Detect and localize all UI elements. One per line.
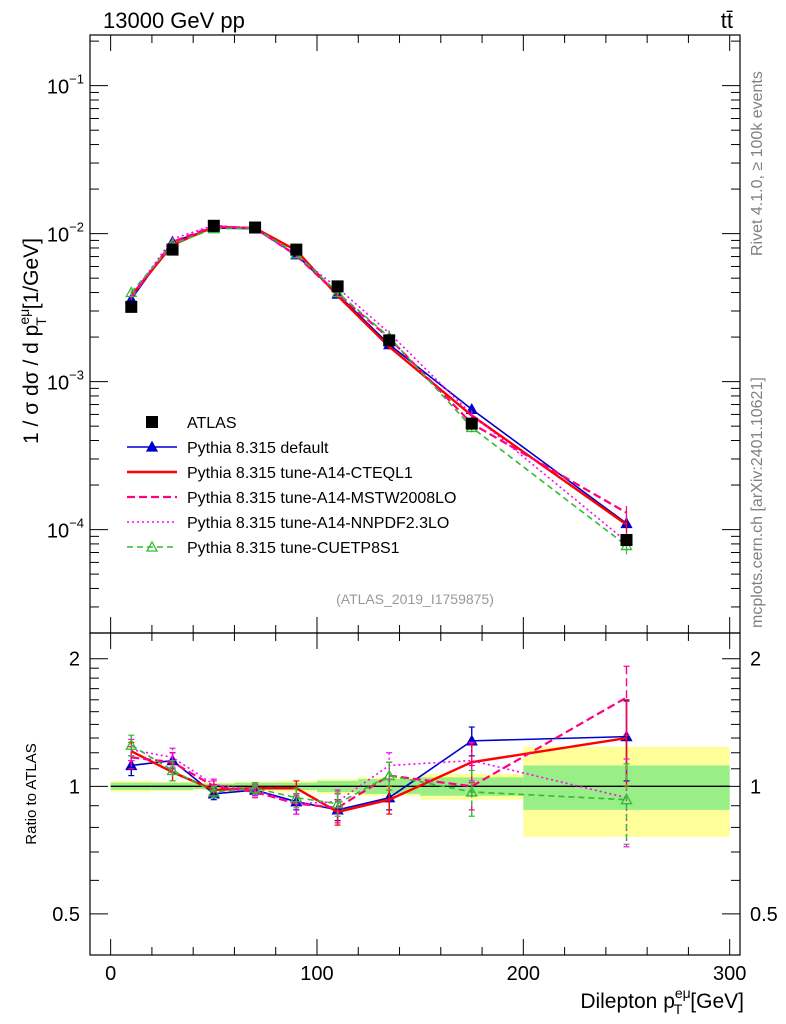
- data-point-marker: [207, 219, 220, 232]
- y-tick-label: 10−2: [47, 220, 84, 247]
- x-tick-label: 0: [105, 963, 116, 985]
- series-marker-main: [125, 286, 138, 298]
- legend-marker: [145, 540, 159, 552]
- analysis-label: (ATLAS_2019_I1759875): [336, 591, 494, 607]
- legend-label: Pythia 8.315 tune-A14-NNPDF2.3LO: [187, 515, 449, 532]
- svg-text:Dilepton peμT[GeV]: Dilepton peμ T [GeV]: [580, 985, 744, 1017]
- legend-entry: Pythia 8.315 tune-CUETP8S1: [127, 540, 400, 557]
- svg-text:1 / σ dσ / d peμT[1/GeV]: 1 / σ dσ / d peμT[1/GeV]: [16, 238, 49, 444]
- y-axis-title-ratio: Ratio to ATLAS: [23, 743, 40, 844]
- legend-entry: Pythia 8.315 tune-A14-MSTW2008LO: [127, 490, 456, 507]
- legend-entry: Pythia 8.315 default: [127, 440, 329, 457]
- x-tick-label: 100: [300, 963, 333, 985]
- legend-marker: [145, 440, 159, 452]
- series-marker-ratio: [465, 785, 478, 797]
- series-marker-ratio: [207, 785, 220, 797]
- series-marker-ratio: [125, 738, 138, 750]
- legend-label: ATLAS: [187, 415, 237, 432]
- series-marker-ratio: [383, 769, 396, 781]
- data-point-marker: [125, 300, 138, 313]
- data-point-marker: [383, 334, 396, 347]
- y-tick-label: 10−3: [47, 368, 84, 395]
- legend-data-marker: [146, 416, 158, 428]
- ratio-y-tick-label-left: 2: [69, 649, 80, 671]
- ratio-uncertainty-bands: [110, 746, 730, 837]
- legend: ATLAS Pythia 8.315 default Pythia 8.315 tu…: [127, 415, 456, 557]
- data-point-marker: [465, 417, 478, 430]
- legend-label: Pythia 8.315 default: [187, 440, 329, 457]
- process-label: tt̄: [721, 8, 733, 33]
- data-point-marker: [166, 243, 179, 256]
- data-point-marker: [620, 534, 633, 547]
- legend-label: Pythia 8.315 tune-A14-MSTW2008LO: [187, 490, 456, 507]
- y-axis-title-main: 1 / σ dσ / d peμT[1/GeV]: [16, 238, 49, 444]
- ratio-y-tick-label-left: 0.5: [52, 904, 80, 926]
- data-point-marker: [331, 280, 344, 293]
- series-marker-ratio: [331, 797, 344, 809]
- legend-label: Pythia 8.315 tune-A14-CTEQL1: [187, 465, 413, 482]
- series-line-main: [130, 227, 627, 547]
- x-axis-title: Dilepton peμ T [GeV]: [580, 985, 744, 1017]
- x-tick-label: 300: [713, 963, 746, 985]
- legend-entry: ATLAS: [146, 415, 237, 432]
- mcplots-source-label: mcplots.cern.ch [arXiv:2401.10621]: [749, 377, 766, 628]
- legend-entry: Pythia 8.315 tune-A14-NNPDF2.3LO: [127, 515, 449, 532]
- y-tick-label: 10−4: [47, 516, 84, 543]
- data-point-marker: [249, 221, 262, 234]
- axes: 0 100 200 300 10−4 10−3 10−2 10−1 0.5 0.5 1 1 2 2: [47, 35, 778, 985]
- data-point-marker: [290, 243, 303, 256]
- ratio-y-tick-label-left: 1: [69, 776, 80, 798]
- series-marker-ratio: [290, 791, 303, 803]
- rivet-version-label: Rivet 4.1.0, ≥ 100k events: [749, 71, 766, 256]
- series-line-ratio: [130, 744, 627, 805]
- ratio-y-tick-label-right: 1: [750, 776, 761, 798]
- x-tick-label: 200: [507, 963, 540, 985]
- y-tick-label: 10−1: [47, 72, 84, 99]
- data-points: [125, 219, 633, 547]
- series-marker-ratio: [248, 781, 262, 793]
- ratio-y-tick-label-right: 2: [750, 649, 761, 671]
- legend-entry: Pythia 8.315 tune-A14-CTEQL1: [127, 465, 413, 482]
- ratio-panel-frame: [89, 632, 741, 956]
- legend-label: Pythia 8.315 tune-CUETP8S1: [187, 540, 400, 557]
- series-marker-ratio: [620, 793, 633, 805]
- series-marker-ratio: [166, 764, 179, 776]
- energy-label: 13000 GeV pp: [103, 8, 245, 33]
- ratio-y-tick-label-right: 0.5: [750, 904, 778, 926]
